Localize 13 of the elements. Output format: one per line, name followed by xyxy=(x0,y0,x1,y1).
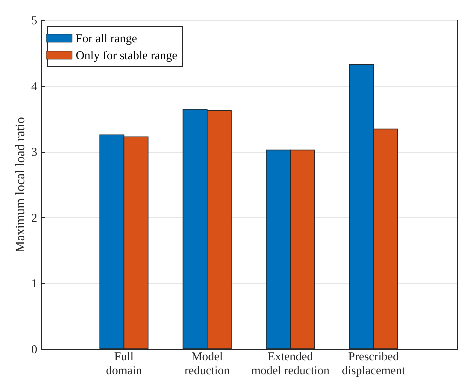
x-tick-label: Prescribed displacement xyxy=(342,350,406,378)
y-tick-label: 0 xyxy=(32,342,38,356)
x-tick-label: Full domain xyxy=(106,350,142,378)
x-tick-label: Model reduction xyxy=(184,350,230,378)
y-tick-label: 4 xyxy=(32,79,38,94)
legend-label: Only for stable range xyxy=(76,48,178,62)
y-tick-label: 5 xyxy=(32,14,38,28)
y-axis-title: Maximum local load ratio xyxy=(12,117,28,253)
legend-label: For all range xyxy=(76,32,138,46)
y-tick-label: 2 xyxy=(32,210,38,225)
y-tick-label: 3 xyxy=(32,145,38,160)
y-tick-label: 1 xyxy=(32,276,38,291)
x-tick-label: Extended model reduction xyxy=(251,350,330,378)
